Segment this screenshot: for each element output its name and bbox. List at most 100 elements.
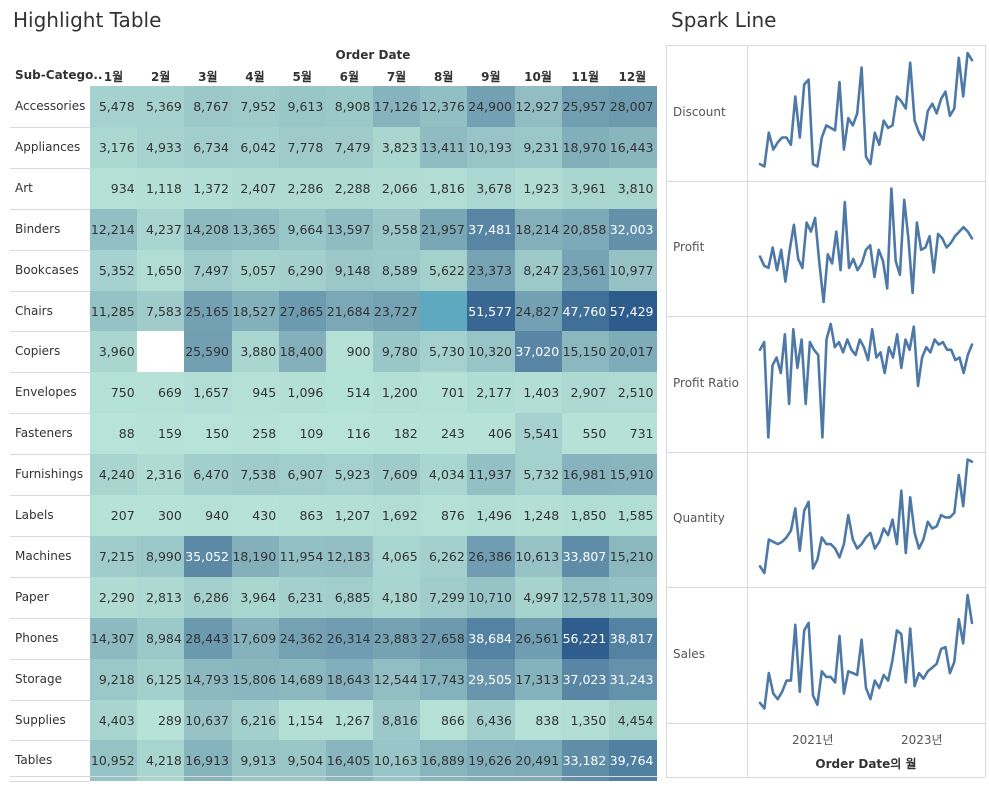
row-label-binders[interactable]: Binders <box>15 221 61 236</box>
cell-machines-8[interactable]: 6,262 <box>420 535 468 577</box>
cell-tables-6[interactable]: 16,405 <box>325 740 374 782</box>
cell-art-5[interactable]: 2,286 <box>278 167 327 209</box>
cell-bookcases-12[interactable]: 10,977 <box>608 249 657 291</box>
cell-fasteners-6[interactable]: 116 <box>325 413 374 455</box>
cell-copiers-10[interactable]: 37,020 <box>514 331 563 373</box>
cell-supplies-12[interactable]: 4,454 <box>608 699 657 741</box>
cell-appliances-6[interactable]: 7,479 <box>325 126 374 168</box>
cell-envelopes-10[interactable]: 1,403 <box>514 372 563 414</box>
cell-labels-11[interactable]: 1,850 <box>561 495 610 536</box>
cell-art-1[interactable]: 934 <box>90 167 138 209</box>
cell-supplies-2[interactable]: 289 <box>137 699 185 741</box>
cell-phones-5[interactable]: 24,362 <box>278 617 327 659</box>
cell-bookcases-7[interactable]: 8,589 <box>373 249 421 291</box>
spark-line-quantity[interactable] <box>758 458 974 575</box>
cell-bookcases-2[interactable]: 1,650 <box>137 249 185 291</box>
row-label-labels[interactable]: Labels <box>15 508 54 522</box>
cell-tables-3[interactable]: 16,913 <box>184 740 232 782</box>
month-header-7[interactable]: 7월 <box>386 70 407 84</box>
cell-fasteners-3[interactable]: 150 <box>184 413 232 455</box>
cell-fasteners-7[interactable]: 182 <box>373 413 421 455</box>
cell-envelopes-2[interactable]: 669 <box>137 372 185 414</box>
month-header-11[interactable]: 11월 <box>571 70 600 84</box>
cell-bookcases-11[interactable]: 23,561 <box>561 249 610 291</box>
cell-furnishings-7[interactable]: 7,609 <box>373 454 421 496</box>
cell-tables-11[interactable]: 33,182 <box>561 740 610 782</box>
cell-copiers-8[interactable]: 5,730 <box>420 331 468 373</box>
cell-accessories-1[interactable]: 5,478 <box>90 86 138 127</box>
row-label-accessories[interactable]: Accessories <box>15 99 86 113</box>
cell-copiers-9[interactable]: 10,320 <box>467 331 516 373</box>
spark-line-profit-ratio[interactable] <box>758 322 974 439</box>
cell-tables-7[interactable]: 10,163 <box>373 740 421 782</box>
cell-envelopes-12[interactable]: 2,510 <box>608 372 657 414</box>
cell-fasteners-2[interactable]: 159 <box>137 413 185 455</box>
cell-machines-10[interactable]: 10,613 <box>514 535 563 577</box>
cell-phones-2[interactable]: 8,984 <box>137 617 185 659</box>
cell-art-10[interactable]: 1,923 <box>514 167 563 209</box>
cell-storage-6[interactable]: 18,643 <box>325 658 374 700</box>
cell-appliances-7[interactable]: 3,823 <box>373 126 421 168</box>
cell-labels-8[interactable]: 876 <box>420 495 468 536</box>
cell-bookcases-1[interactable]: 5,352 <box>90 249 138 291</box>
cell-storage-12[interactable]: 31,243 <box>608 658 657 700</box>
cell-paper-6[interactable]: 6,885 <box>325 576 374 618</box>
cell-bookcases-9[interactable]: 23,373 <box>467 249 516 291</box>
cell-storage-2[interactable]: 6,125 <box>137 658 185 700</box>
cell-art-8[interactable]: 1,816 <box>420 167 468 209</box>
row-header[interactable]: Sub-Catego.. <box>15 68 103 82</box>
cell-paper-11[interactable]: 12,578 <box>561 576 610 618</box>
row-label-machines[interactable]: Machines <box>15 548 72 563</box>
cell-furnishings-6[interactable]: 5,923 <box>325 454 374 496</box>
cell-furnishings-11[interactable]: 16,981 <box>561 454 610 496</box>
cell-copiers-5[interactable]: 18,400 <box>278 331 327 373</box>
cell-labels-9[interactable]: 1,496 <box>467 495 516 536</box>
row-label-storage[interactable]: Storage <box>15 671 62 686</box>
cell-envelopes-8[interactable]: 701 <box>420 372 468 414</box>
cell-fasteners-8[interactable]: 243 <box>420 413 468 455</box>
cell-accessories-7[interactable]: 17,126 <box>373 86 421 127</box>
cell-accessories-11[interactable]: 25,957 <box>561 86 610 127</box>
cell-envelopes-9[interactable]: 2,177 <box>467 372 516 414</box>
cell-chairs-7[interactable]: 23,727 <box>373 290 421 332</box>
cell-chairs-9[interactable]: 51,577 <box>467 290 516 332</box>
cell-storage-7[interactable]: 12,544 <box>373 658 421 700</box>
cell-supplies-3[interactable]: 10,637 <box>184 699 232 741</box>
spark-label-profit-ratio[interactable]: Profit Ratio <box>673 375 739 390</box>
cell-chairs-12[interactable]: 57,429 <box>608 290 657 332</box>
cell-art-3[interactable]: 1,372 <box>184 167 232 209</box>
cell-paper-2[interactable]: 2,813 <box>137 576 185 618</box>
cell-labels-10[interactable]: 1,248 <box>514 495 563 536</box>
cell-paper-7[interactable]: 4,180 <box>373 576 421 618</box>
cell-appliances-3[interactable]: 6,734 <box>184 126 232 168</box>
cell-storage-3[interactable]: 14,793 <box>184 658 232 700</box>
cell-furnishings-3[interactable]: 6,470 <box>184 454 232 496</box>
cell-fasteners-10[interactable]: 5,541 <box>514 413 563 455</box>
row-label-art[interactable]: Art <box>15 180 33 195</box>
cell-labels-5[interactable]: 863 <box>278 495 327 536</box>
cell-bookcases-6[interactable]: 9,148 <box>325 249 374 291</box>
cell-envelopes-11[interactable]: 2,907 <box>561 372 610 414</box>
cell-machines-11[interactable]: 33,807 <box>561 535 610 577</box>
cell-binders-7[interactable]: 9,558 <box>373 208 421 250</box>
spark-label-sales[interactable]: Sales <box>673 646 705 661</box>
cell-fasteners-1[interactable]: 88 <box>90 413 138 455</box>
cell-envelopes-4[interactable]: 945 <box>231 372 280 414</box>
cell-phones-6[interactable]: 26,314 <box>325 617 374 659</box>
month-header-10[interactable]: 10월 <box>524 70 552 84</box>
cell-binders-3[interactable]: 14,208 <box>184 208 232 250</box>
cell-copiers-7[interactable]: 9,780 <box>373 331 421 373</box>
spark-line-sales[interactable] <box>758 593 974 710</box>
row-label-fasteners[interactable]: Fasteners <box>15 426 73 441</box>
row-label-copiers[interactable]: Copiers <box>15 344 61 359</box>
row-label-chairs[interactable]: Chairs <box>15 303 53 318</box>
cell-art-2[interactable]: 1,118 <box>137 167 185 209</box>
cell-accessories-3[interactable]: 8,767 <box>184 86 232 127</box>
cell-copiers-12[interactable]: 20,017 <box>608 331 657 373</box>
cell-accessories-10[interactable]: 12,927 <box>514 86 563 127</box>
row-label-envelopes[interactable]: Envelopes <box>15 385 77 400</box>
month-header-3[interactable]: 3월 <box>198 70 218 84</box>
cell-envelopes-3[interactable]: 1,657 <box>184 372 232 414</box>
cell-tables-2[interactable]: 4,218 <box>137 740 185 782</box>
month-header-6[interactable]: 6월 <box>339 70 360 84</box>
